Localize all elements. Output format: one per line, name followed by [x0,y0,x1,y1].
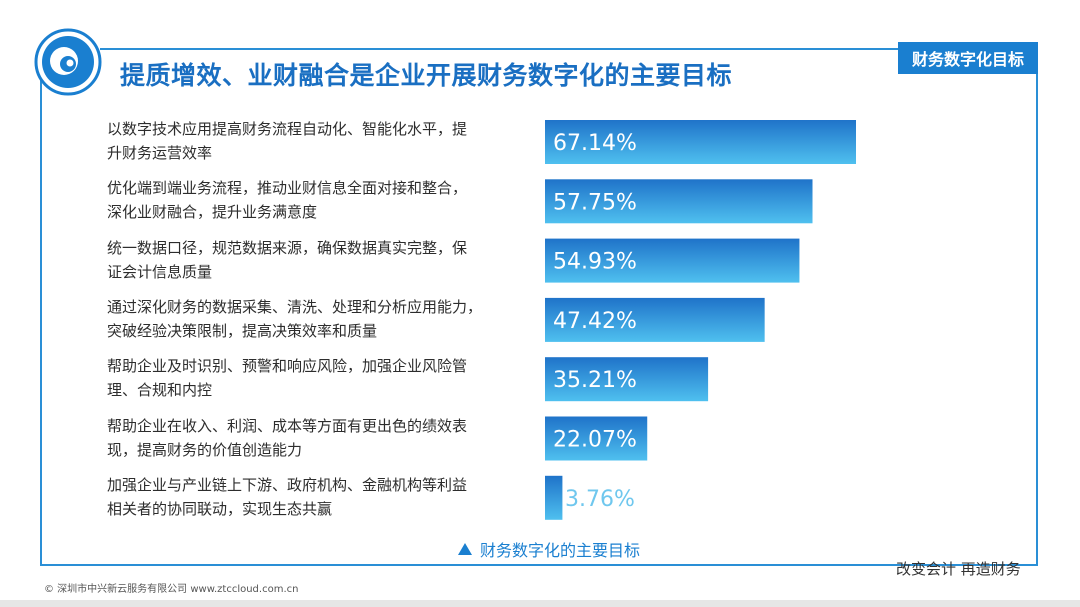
category-label-line: 优化端到端业务流程，推动业财信息全面对接和整合， [107,179,468,198]
chart-caption: 财务数字化的主要目标 [458,537,640,561]
bar-4 [545,297,765,342]
bar-value-label-7: 3.76% [565,487,635,512]
bar-6 [545,416,648,461]
bar-1 [545,120,856,164]
bar-5 [545,357,709,402]
category-label-4: 通过深化财务的数据采集、清洗、处理和分析应用能力， 突破经验决策限制，提高决策效率… [107,295,527,343]
category-label-line: 加强企业与产业链上下游、政府机构、金融机构等利益 [107,475,468,494]
slogan: 改变会计 再造财务 [896,560,1021,578]
frame-top-line [100,48,1038,50]
category-label-line: 证会计信息质量 [107,262,213,281]
bar-3 [545,238,800,283]
category-label-7: 加强企业与产业链上下游、政府机构、金融机构等利益 相关者的协同联动，实现生态共赢 [107,473,527,521]
bar-2 [545,179,813,224]
category-label-line: 相关者的协同联动，实现生态共赢 [107,499,333,518]
section-tag: 财务数字化目标 [898,42,1038,74]
bar-value-label-5: 35.21% [553,368,637,393]
triangle-up-icon [458,543,472,555]
bar-value-label-2: 57.75% [553,190,637,215]
bar-value-label-3: 54.93% [553,250,637,275]
category-label-line: 帮助企业在收入、利润、成本等方面有更出色的绩效表 [107,416,468,435]
category-label-line: 以数字技术应用提高财务流程自动化、智能化水平，提 [107,120,468,138]
category-label-line: 深化业财融合，提升业务满意度 [107,203,318,222]
copyright: © 深圳市中兴新云服务有限公司 www.ztccloud.com.cn [44,584,299,595]
category-label-5: 帮助企业及时识别、预警和响应风险，加强企业风险管 理、合规和内控 [107,354,527,402]
category-label-line: 理、合规和内控 [107,381,213,400]
category-label-line: 升财务运营效率 [107,144,213,162]
bar-7 [545,475,563,520]
bar-value-label-1: 67.14% [553,131,637,156]
chart-caption-text: 财务数字化的主要目标 [480,541,641,560]
category-label-6: 帮助企业在收入、利润、成本等方面有更出色的绩效表 现，提高财务的价值创造能力 [107,414,527,462]
category-label-3: 统一数据口径，规范数据来源，确保数据真实完整，保 证会计信息质量 [107,236,527,284]
bar-value-label-6: 22.07% [553,428,637,453]
category-label-line: 现，提高财务的价值创造能力 [107,440,303,459]
cloud-logo-icon [34,28,102,96]
page-title: 提质增效、业财融合是企业开展财务数字化的主要目标 [120,61,733,90]
category-label-line: 突破经验决策限制，提高决策效率和质量 [107,321,378,340]
content-frame [40,48,1038,566]
category-label-2: 优化端到端业务流程，推动业财信息全面对接和整合， 深化业财融合，提升业务满意度 [107,176,527,224]
category-label-line: 帮助企业及时识别、预警和响应风险，加强企业风险管 [107,357,468,376]
category-label-1: 以数字技术应用提高财务流程自动化、智能化水平，提 升财务运营效率 [107,117,527,165]
bar-value-label-4: 47.42% [553,309,637,334]
category-label-line: 统一数据口径，规范数据来源，确保数据真实完整，保 [107,238,468,257]
bottom-strip [0,600,1080,607]
category-label-line: 通过深化财务的数据采集、清洗、处理和分析应用能力， [107,297,483,316]
